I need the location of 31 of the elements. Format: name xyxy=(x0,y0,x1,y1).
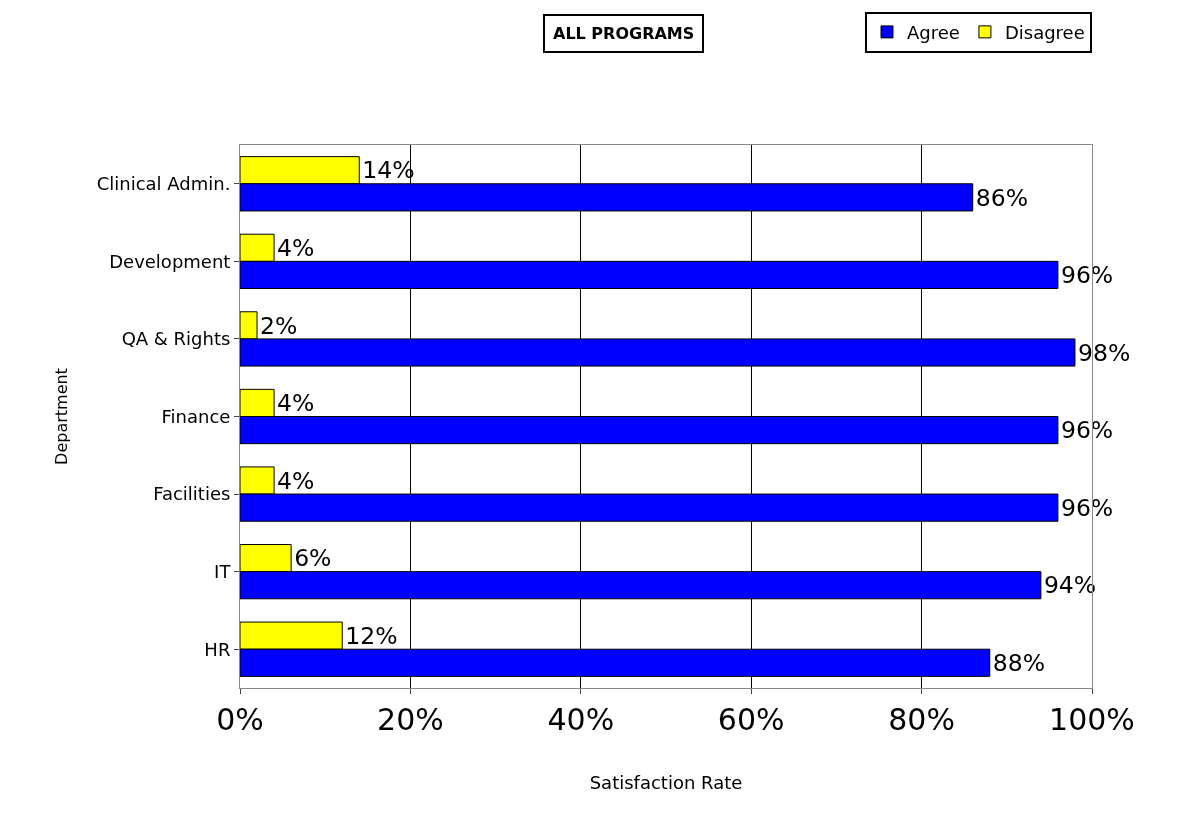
y-tick-label: Facilities xyxy=(153,483,231,505)
data-label: 4% xyxy=(277,233,315,262)
legend-label: Agree xyxy=(907,21,960,43)
data-label: 4% xyxy=(277,389,315,418)
data-label: 96% xyxy=(1060,416,1114,445)
data-label: 96% xyxy=(1060,493,1114,522)
x-tick-label: 40% xyxy=(547,702,615,737)
x-tick-label: 60% xyxy=(717,702,785,737)
x-tick-label: 0% xyxy=(216,702,264,737)
y-tick-label: IT xyxy=(214,560,232,582)
data-label: 12% xyxy=(345,621,398,650)
data-label: 86% xyxy=(975,183,1029,212)
y-tick-label: HR xyxy=(204,638,231,660)
data-label: 88% xyxy=(992,648,1046,677)
y-tick-label: QA & Rights xyxy=(121,328,231,350)
x-tick-label: 80% xyxy=(888,702,955,737)
data-label: 4% xyxy=(277,466,315,495)
x-tick-label: 100% xyxy=(1049,702,1135,737)
y-tick-label: Finance xyxy=(161,405,231,427)
chart-title: ALL PROGRAMS xyxy=(553,24,695,43)
data-label: 94% xyxy=(1043,571,1097,600)
data-label: 2% xyxy=(260,311,298,340)
y-axis-title: Department xyxy=(51,368,71,465)
data-label: 6% xyxy=(294,544,332,573)
x-tick-label: 20% xyxy=(377,702,444,737)
x-axis-title: Satisfaction Rate xyxy=(589,772,743,794)
y-tick-label: Development xyxy=(109,250,231,272)
legend-label: Disagree xyxy=(1004,21,1085,43)
data-label: 96% xyxy=(1060,261,1114,290)
y-tick-label: Clinical Admin. xyxy=(96,173,231,195)
data-label: 98% xyxy=(1077,338,1131,367)
